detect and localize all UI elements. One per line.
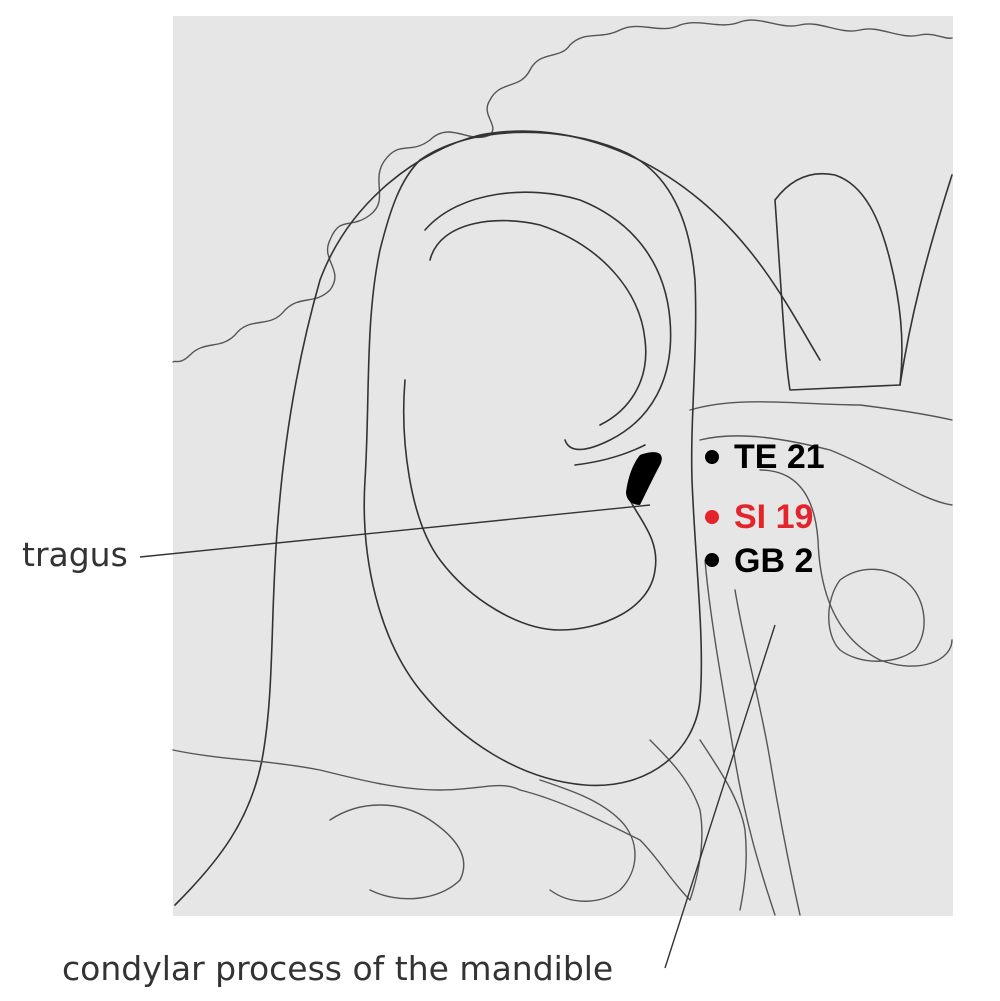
condyle-outline <box>759 469 953 667</box>
ear-concha <box>402 379 657 631</box>
coronoid-hole <box>828 568 925 662</box>
point-te21 <box>705 450 719 464</box>
background-panel <box>173 16 953 916</box>
zygomatic-arch <box>689 401 953 421</box>
ear-antitragus <box>574 444 646 466</box>
temporal-window <box>774 173 903 391</box>
label-te21: TE 21 <box>734 438 825 476</box>
point-gb2 <box>705 553 719 567</box>
neck-structures <box>172 739 747 911</box>
tragus-label: tragus <box>22 535 128 574</box>
point-si19 <box>705 510 719 524</box>
label-gb2: GB 2 <box>734 542 813 580</box>
mandible-ramus-2 <box>734 589 801 916</box>
condylar-leader-line <box>664 624 776 969</box>
tragus-leader-line <box>139 504 651 558</box>
skull-suture-line <box>172 19 953 363</box>
ear-helix <box>363 131 703 787</box>
mandible-ramus <box>704 559 776 916</box>
head-contour <box>174 130 821 906</box>
label-si19: SI 19 <box>734 498 813 536</box>
ear-antihelix <box>424 191 672 451</box>
ear-inner-fold <box>429 219 647 426</box>
zygomatic-arch-lower <box>699 435 953 506</box>
temporal-window-right <box>899 174 953 386</box>
tragus-mark <box>626 452 662 505</box>
condylar-label: condylar process of the mandible <box>62 949 613 988</box>
